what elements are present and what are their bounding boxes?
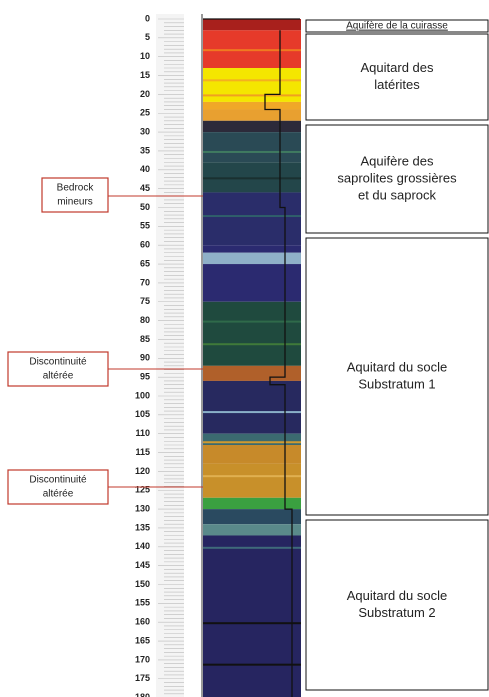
depth-label: 130 <box>135 503 150 513</box>
zone-label: Substratum 2 <box>358 605 435 620</box>
annotation-label: mineurs <box>57 197 93 208</box>
log-band <box>203 535 301 697</box>
depth-label: 140 <box>135 541 150 551</box>
log-band <box>203 245 301 253</box>
depth-label: 65 <box>140 258 150 268</box>
log-band <box>203 380 301 434</box>
log-band <box>203 109 301 121</box>
log-band <box>203 132 301 163</box>
log-band <box>203 365 301 381</box>
log-stripe <box>203 475 301 478</box>
zone-label: Aquitard du socle <box>347 359 447 374</box>
depth-label: 100 <box>135 390 150 400</box>
zone-box <box>305 124 489 234</box>
depth-label: 25 <box>140 108 150 118</box>
log-band <box>203 524 301 536</box>
log-stripe <box>203 94 301 97</box>
depth-label: 10 <box>140 51 150 61</box>
depth-label: 155 <box>135 598 150 608</box>
zone-label: Substratum 1 <box>358 376 435 391</box>
log-band <box>203 433 301 446</box>
log-stripe <box>203 177 301 180</box>
annotation-box <box>7 351 109 387</box>
log-stripe <box>203 546 301 549</box>
log-band <box>203 463 301 498</box>
log-stripe <box>203 663 301 666</box>
depth-label: 95 <box>140 372 150 382</box>
zone-box <box>305 19 489 33</box>
depth-label: 5 <box>145 32 150 42</box>
log-band <box>203 68 301 102</box>
depth-label: 0 <box>145 13 150 23</box>
zone-label: et du saprock <box>358 187 437 202</box>
zone-label: Aquifère des <box>361 153 434 168</box>
log-stripe <box>203 215 301 218</box>
depth-label: 50 <box>140 202 150 212</box>
zone-box <box>305 519 489 691</box>
log-band <box>203 19 301 31</box>
zone-box <box>305 237 489 516</box>
depth-label: 160 <box>135 617 150 627</box>
log-stripe <box>203 411 301 414</box>
zone-box <box>305 33 489 121</box>
depth-label: 80 <box>140 315 150 325</box>
depth-label: 165 <box>135 635 150 645</box>
depth-label: 120 <box>135 466 150 476</box>
depth-label: 110 <box>135 428 150 438</box>
log-band <box>203 252 301 265</box>
depth-label: 125 <box>135 485 150 495</box>
depth-label: 40 <box>140 164 150 174</box>
annotation-box <box>41 177 109 213</box>
depth-label: 30 <box>140 126 150 136</box>
depth-label: 135 <box>135 522 150 532</box>
depth-label: 170 <box>135 654 150 664</box>
log-band <box>203 101 301 110</box>
log-stripe <box>203 441 301 444</box>
depth-label: 175 <box>135 673 150 683</box>
zone-label: Aquifère de la cuirasse <box>346 21 448 32</box>
annotation-box <box>7 469 109 505</box>
log-band <box>203 301 301 366</box>
depth-label: 75 <box>140 296 150 306</box>
annotation-label: altérée <box>43 489 74 500</box>
log-stripe <box>203 320 301 323</box>
log-band <box>203 497 301 510</box>
log-stripe <box>203 150 301 153</box>
log-stripe <box>203 343 301 346</box>
annotation-label: Discontinuité <box>29 475 87 486</box>
log-band <box>203 264 301 302</box>
depth-label: 90 <box>140 353 150 363</box>
zone-label: Aquitard du socle <box>347 588 447 603</box>
depth-label: 60 <box>140 240 150 250</box>
depth-label: 150 <box>135 579 150 589</box>
log-band <box>203 192 301 246</box>
zone-label: saprolites grossières <box>337 170 457 185</box>
zone-label: latérites <box>374 77 420 92</box>
depth-label: 85 <box>140 334 150 344</box>
annotation-label: altérée <box>43 371 74 382</box>
depth-label: 55 <box>140 221 150 231</box>
depth-label: 45 <box>140 183 150 193</box>
log-band <box>203 445 301 464</box>
log-stripe <box>203 79 301 82</box>
depth-label: 70 <box>140 277 150 287</box>
zone-label: Aquitard des <box>361 60 434 75</box>
log-stripe <box>203 49 301 52</box>
depth-label: 15 <box>140 70 150 80</box>
depth-label: 105 <box>135 409 150 419</box>
depth-label: 180 <box>135 692 150 697</box>
log-band <box>203 509 301 525</box>
depth-label: 35 <box>140 145 150 155</box>
depth-label: 115 <box>135 447 150 457</box>
annotation-label: Discontinuité <box>29 357 87 368</box>
annotation-label: Bedrock <box>57 183 95 194</box>
ruler <box>156 14 184 697</box>
depth-label: 20 <box>140 89 150 99</box>
log-stripe <box>203 622 301 625</box>
depth-label: 145 <box>135 560 150 570</box>
log-band <box>203 120 301 133</box>
log-curve <box>203 18 300 697</box>
